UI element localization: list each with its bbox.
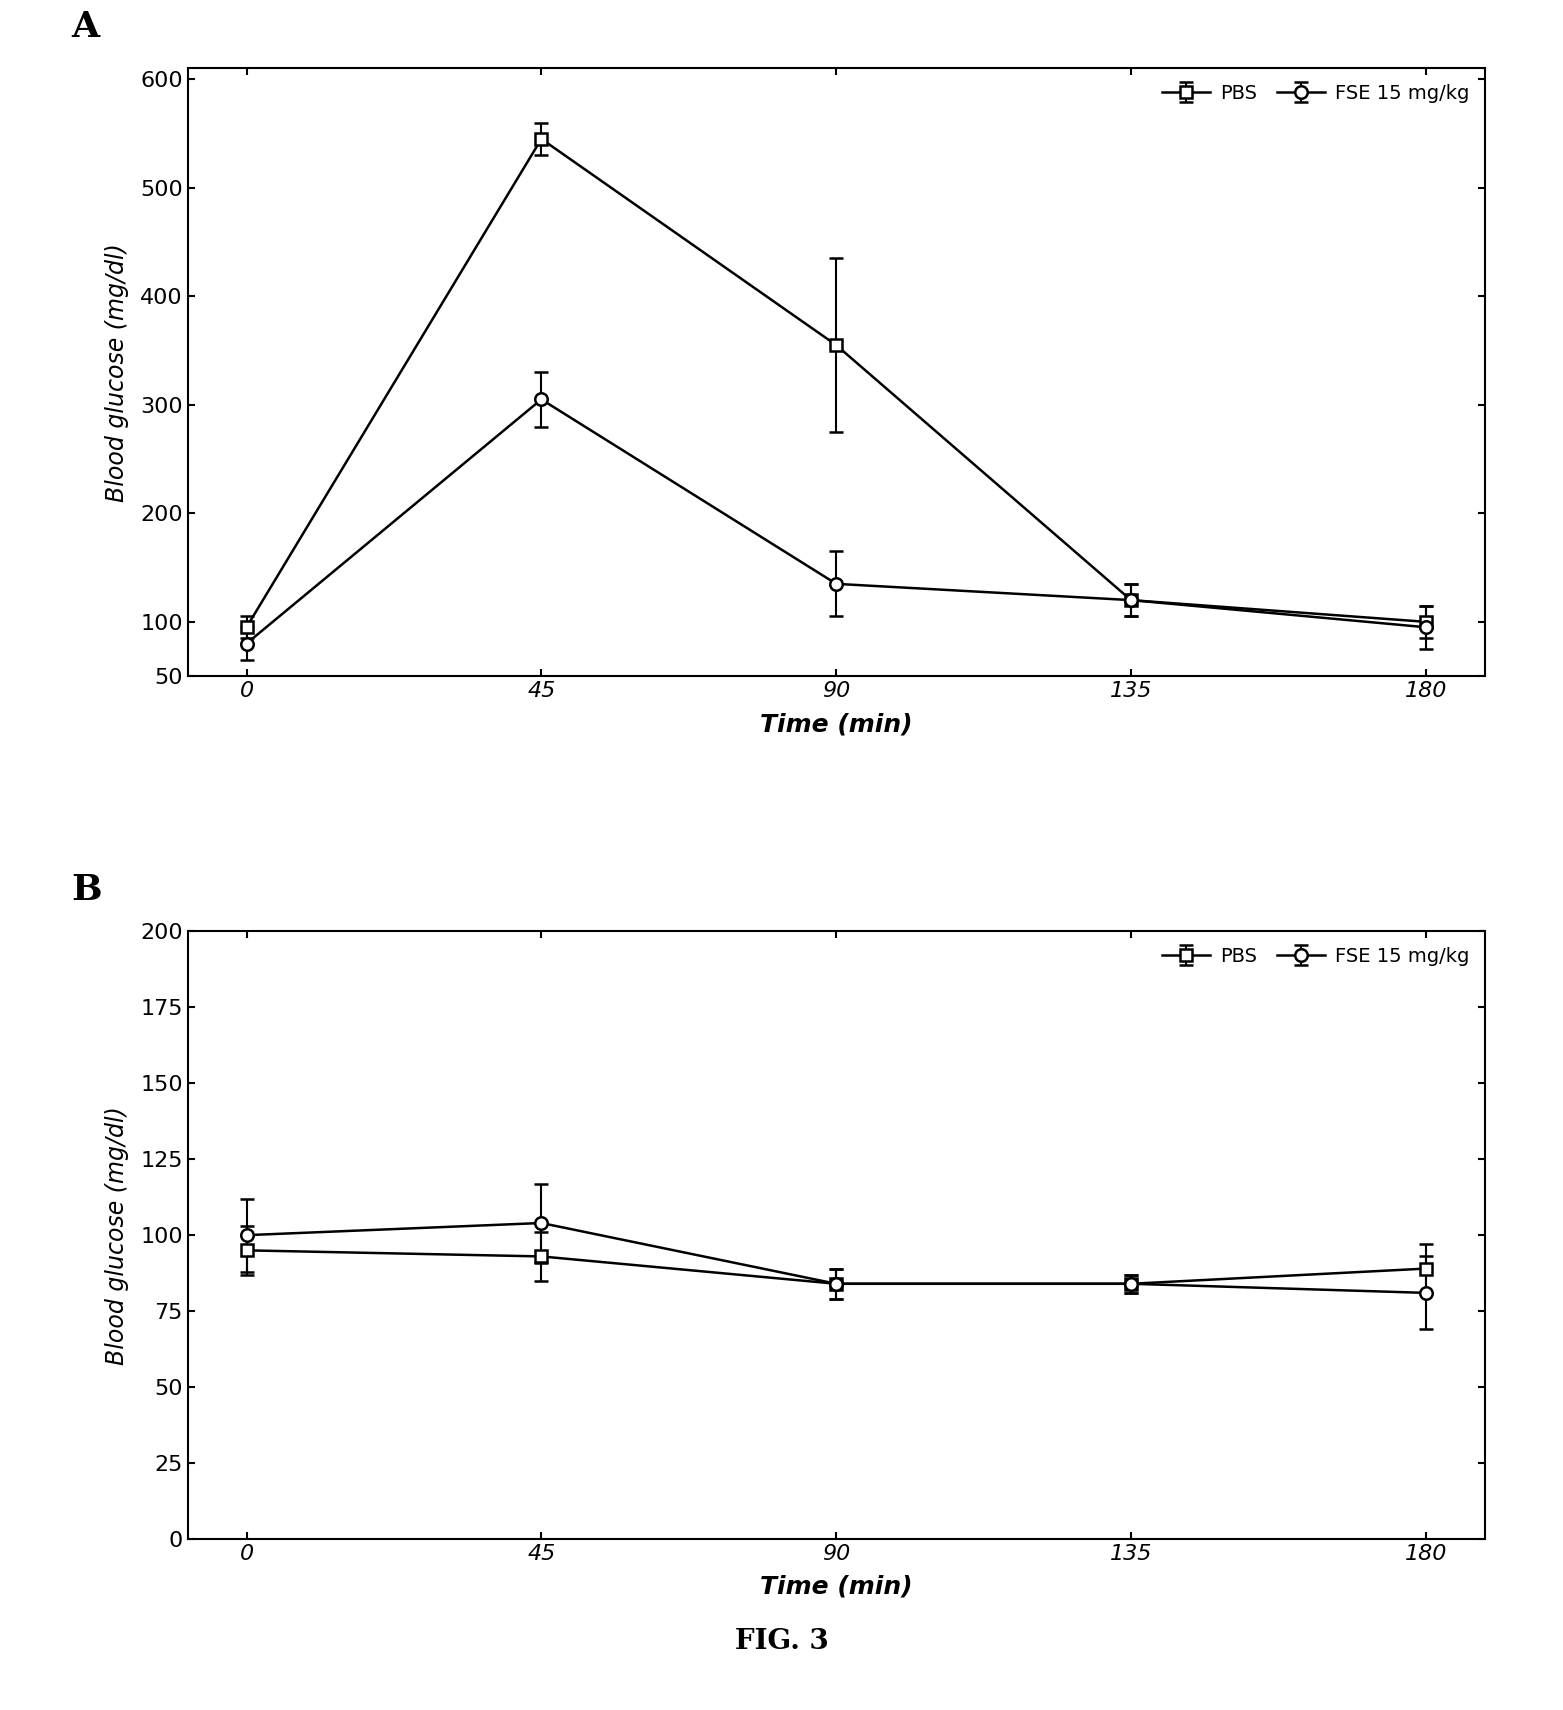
X-axis label: Time (min): Time (min) — [760, 711, 913, 735]
Legend: PBS, FSE 15 mg/kg: PBS, FSE 15 mg/kg — [1157, 79, 1475, 109]
Text: A: A — [70, 10, 98, 44]
Y-axis label: Blood glucose (mg/dl): Blood glucose (mg/dl) — [105, 1106, 130, 1365]
Legend: PBS, FSE 15 mg/kg: PBS, FSE 15 mg/kg — [1157, 941, 1475, 971]
X-axis label: Time (min): Time (min) — [760, 1575, 913, 1599]
Y-axis label: Blood glucose (mg/dl): Blood glucose (mg/dl) — [105, 243, 128, 501]
Text: B: B — [70, 874, 102, 906]
Text: FIG. 3: FIG. 3 — [735, 1628, 828, 1655]
